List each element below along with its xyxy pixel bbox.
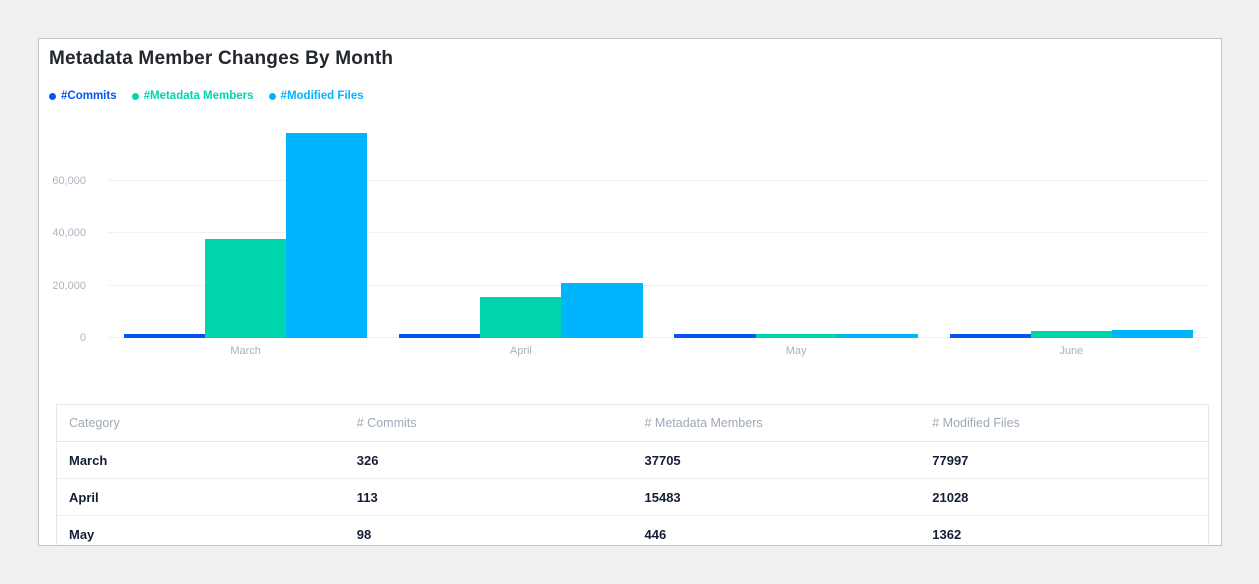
gridline-20000	[108, 284, 1209, 286]
bar-march-commits[interactable]	[123, 334, 206, 338]
chart-legend: #Commits #Metadata Members #Modified Files	[49, 90, 364, 102]
gridline-0	[108, 337, 1209, 338]
x-axis-label-march: March	[230, 345, 261, 357]
table-cell: 1362	[932, 526, 962, 542]
bar-april-commits[interactable]	[399, 334, 481, 338]
legend-dot-icon	[49, 92, 56, 100]
x-axis-label-april: April	[509, 345, 532, 357]
table-header-cell-3: # Modified Files	[932, 416, 1020, 430]
bar-april-metadata-members[interactable]	[480, 297, 562, 338]
bar-march-metadata-members[interactable]	[205, 239, 287, 338]
bar-group-june	[934, 120, 1209, 338]
legend-item-1[interactable]: #Metadata Members	[131, 90, 254, 102]
table-cell: April	[69, 489, 99, 505]
bar-group-march	[108, 120, 383, 338]
bar-june-metadata-members[interactable]	[1030, 330, 1112, 338]
y-axis-tick-label: 20,000	[52, 279, 86, 292]
table-cell: March	[69, 452, 108, 468]
bar-group-april	[383, 120, 658, 338]
table-cell: 113	[356, 489, 378, 505]
table-header-cell-1: # Commits	[356, 416, 417, 430]
legend-label: #Modified Files	[280, 90, 364, 102]
chart-x-axis-labels: March April May June	[108, 345, 1209, 357]
gridline-60000	[108, 179, 1209, 181]
chart-plot-area: 0 20,000 40,000 60,000	[52, 120, 1209, 344]
table-cell: May	[69, 526, 95, 542]
table-header-row: Category # Commits # Metadata Members # Mod…	[57, 405, 1208, 442]
bar-april-modified-files[interactable]	[561, 282, 643, 338]
page-title: Metadata Member Changes By Month	[49, 48, 394, 69]
table-cell: 77997	[932, 452, 969, 468]
bar-march-modified-files[interactable]	[286, 133, 368, 338]
table-row-april: April 113 15483 21028	[57, 479, 1208, 516]
legend-item-2[interactable]: #Modified Files	[268, 90, 364, 102]
table-cell: 326	[356, 452, 379, 468]
bar-june-commits[interactable]	[949, 334, 1031, 338]
chart-card: Metadata Member Changes By Month #Commit…	[38, 38, 1222, 546]
table-header-cell-2: # Metadata Members	[644, 416, 763, 430]
chart-bars-container	[108, 120, 1209, 338]
table-cell: 37705	[644, 452, 681, 468]
legend-label: #Metadata Members	[143, 90, 254, 102]
legend-dot-icon	[268, 92, 276, 100]
y-axis-tick-label: 60,000	[52, 174, 86, 187]
gridline-40000	[108, 232, 1209, 233]
y-axis-tick-label: 0	[79, 332, 86, 344]
table-header-cell-0: Category	[69, 416, 120, 430]
legend-dot-icon	[131, 92, 139, 100]
legend-item-0[interactable]: #Commits	[49, 90, 117, 102]
x-axis-label-june: June	[1059, 345, 1084, 357]
table-cell: 446	[644, 526, 667, 542]
bar-may-modified-files[interactable]	[836, 334, 918, 338]
bar-group-may	[659, 120, 934, 338]
bar-june-modified-files[interactable]	[1111, 329, 1194, 338]
table-cell: 21028	[932, 489, 969, 505]
table-row-may: May 98 446 1362	[57, 516, 1208, 545]
legend-label: #Commits	[61, 90, 117, 102]
table-body: March 326 37705 77997 April 113 15483 21028 May 9…	[57, 442, 1208, 545]
table-cell: 98	[356, 526, 372, 542]
bar-chart: 0 20,000 40,000 60,000 March April May June	[49, 120, 1209, 370]
table-row-march: March 326 37705 77997	[57, 442, 1208, 479]
bar-may-metadata-members[interactable]	[755, 334, 837, 338]
data-table: Category # Commits # Metadata Members # Mod…	[56, 404, 1209, 545]
y-axis-tick-label: 40,000	[52, 227, 86, 239]
bar-may-commits[interactable]	[674, 334, 756, 338]
table-cell: 15483	[644, 489, 681, 505]
x-axis-label-may: May	[785, 345, 807, 357]
